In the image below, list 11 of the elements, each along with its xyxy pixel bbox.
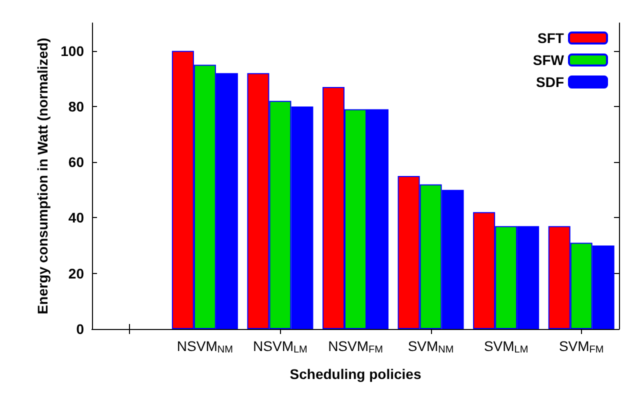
y-tick-label: 40 — [68, 210, 84, 226]
legend-label: SFT — [538, 30, 564, 46]
legend-label: SFW — [532, 52, 565, 68]
x-axis-title: Scheduling policies — [290, 366, 422, 382]
y-axis-title: Energy consumption in Watt (normalized) — [34, 38, 51, 314]
y-tick-label: 20 — [68, 265, 84, 282]
legend-label: SDF — [536, 74, 564, 90]
y-tick-label: 80 — [68, 98, 84, 114]
y-tick-label: 100 — [60, 42, 84, 59]
y-tick-label: 60 — [68, 154, 84, 170]
y-tick-label: 0 — [76, 321, 84, 337]
